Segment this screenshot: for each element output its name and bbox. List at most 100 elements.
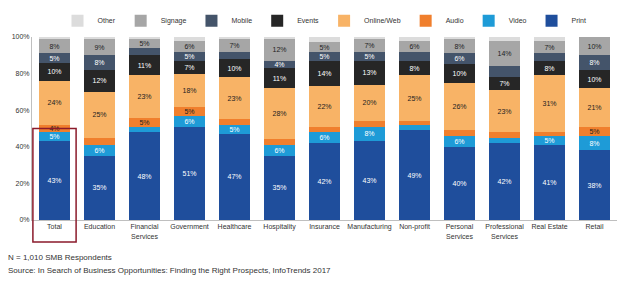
svg-text:35%: 35%: [272, 184, 286, 191]
svg-text:21%: 21%: [587, 104, 601, 111]
svg-text:6%: 6%: [454, 55, 464, 62]
svg-text:4%: 4%: [274, 61, 284, 68]
svg-text:11%: 11%: [273, 75, 287, 82]
svg-text:5%: 5%: [49, 133, 59, 140]
svg-text:Government: Government: [170, 223, 209, 230]
svg-text:23%: 23%: [497, 108, 511, 115]
svg-text:Total: Total: [47, 223, 62, 230]
svg-text:8%: 8%: [409, 65, 419, 72]
svg-text:5%: 5%: [139, 119, 149, 126]
svg-text:60%: 60%: [16, 107, 30, 114]
svg-text:Audio: Audio: [446, 17, 464, 24]
svg-text:43%: 43%: [362, 177, 376, 184]
svg-text:Education: Education: [84, 223, 115, 230]
svg-text:24%: 24%: [47, 99, 61, 106]
svg-text:11%: 11%: [138, 62, 152, 69]
svg-text:Other: Other: [98, 17, 116, 24]
svg-text:25%: 25%: [407, 95, 421, 102]
svg-text:6%: 6%: [184, 43, 194, 50]
svg-text:48%: 48%: [137, 173, 151, 180]
svg-text:18%: 18%: [182, 87, 196, 94]
svg-text:8%: 8%: [94, 59, 104, 66]
svg-text:Healthcare: Healthcare: [218, 223, 252, 230]
svg-text:ProfessionalServices: ProfessionalServices: [485, 223, 524, 239]
svg-text:51%: 51%: [182, 170, 196, 177]
svg-text:7%: 7%: [364, 42, 374, 49]
svg-text:10%: 10%: [587, 43, 601, 50]
svg-text:22%: 22%: [317, 103, 331, 110]
svg-text:8%: 8%: [364, 130, 374, 137]
svg-text:5%: 5%: [184, 108, 194, 115]
svg-text:100%: 100%: [12, 33, 30, 40]
svg-text:5%: 5%: [319, 53, 329, 60]
svg-text:80%: 80%: [16, 70, 30, 77]
svg-text:Real Estate: Real Estate: [531, 223, 567, 230]
svg-text:47%: 47%: [227, 173, 241, 180]
svg-text:7%: 7%: [229, 42, 239, 49]
svg-text:Source: In Search of Business: Source: In Search of Business Opportunit…: [8, 266, 331, 275]
svg-text:0%: 0%: [19, 216, 29, 223]
svg-text:12%: 12%: [92, 77, 106, 84]
svg-text:6%: 6%: [94, 147, 104, 154]
svg-text:40%: 40%: [16, 143, 30, 150]
svg-text:7%: 7%: [544, 44, 554, 51]
svg-text:6%: 6%: [409, 43, 419, 50]
svg-text:FinancialServices: FinancialServices: [130, 223, 158, 239]
svg-text:Retail: Retail: [586, 223, 604, 230]
svg-text:Signage: Signage: [161, 17, 187, 25]
svg-text:10%: 10%: [587, 76, 601, 83]
svg-text:8%: 8%: [454, 43, 464, 50]
svg-text:10%: 10%: [227, 65, 241, 72]
svg-text:Online/Web: Online/Web: [364, 17, 401, 24]
svg-text:43%: 43%: [47, 177, 61, 184]
svg-text:8%: 8%: [544, 65, 554, 72]
svg-text:5%: 5%: [589, 128, 599, 135]
svg-text:Insurance: Insurance: [309, 223, 340, 230]
svg-text:41%: 41%: [542, 179, 556, 186]
svg-text:8%: 8%: [589, 59, 599, 66]
svg-text:40%: 40%: [452, 180, 466, 187]
svg-text:25%: 25%: [92, 111, 106, 118]
svg-text:Mobile: Mobile: [231, 17, 252, 24]
svg-text:31%: 31%: [542, 100, 556, 107]
svg-text:7%: 7%: [184, 64, 194, 71]
svg-text:Events: Events: [297, 17, 319, 24]
svg-text:8%: 8%: [589, 140, 599, 147]
svg-text:8%: 8%: [49, 43, 59, 50]
svg-text:6%: 6%: [274, 147, 284, 154]
svg-text:35%: 35%: [92, 184, 106, 191]
svg-text:4%: 4%: [49, 125, 59, 132]
svg-text:Hospitality: Hospitality: [263, 223, 296, 231]
svg-text:23%: 23%: [227, 95, 241, 102]
svg-text:49%: 49%: [407, 172, 421, 179]
svg-text:PersonalServices: PersonalServices: [446, 223, 474, 239]
svg-text:10%: 10%: [452, 70, 466, 77]
svg-text:5%: 5%: [364, 53, 374, 60]
svg-text:42%: 42%: [317, 178, 331, 185]
svg-text:Video: Video: [509, 17, 527, 24]
svg-text:5%: 5%: [544, 137, 554, 144]
svg-text:7%: 7%: [499, 80, 509, 87]
svg-text:14%: 14%: [497, 50, 511, 57]
svg-text:9%: 9%: [94, 44, 104, 51]
svg-text:Non-profit: Non-profit: [399, 223, 430, 231]
svg-text:5%: 5%: [139, 40, 149, 47]
svg-text:20%: 20%: [362, 99, 376, 106]
svg-text:10%: 10%: [47, 68, 61, 75]
svg-text:5%: 5%: [49, 55, 59, 62]
svg-text:6%: 6%: [184, 118, 194, 125]
svg-text:12%: 12%: [272, 46, 286, 53]
svg-text:5%: 5%: [229, 126, 239, 133]
svg-text:5%: 5%: [184, 53, 194, 60]
svg-text:42%: 42%: [497, 178, 511, 185]
svg-text:N = 1,010 SMB Respondents: N = 1,010 SMB Respondents: [8, 253, 112, 262]
svg-text:Print: Print: [572, 17, 586, 24]
svg-text:5%: 5%: [319, 44, 329, 51]
svg-text:6%: 6%: [319, 134, 329, 141]
svg-text:14%: 14%: [317, 70, 331, 77]
svg-text:Manufacturing: Manufacturing: [347, 223, 391, 231]
svg-text:26%: 26%: [452, 103, 466, 110]
svg-text:20%: 20%: [16, 180, 30, 187]
svg-text:23%: 23%: [137, 93, 151, 100]
svg-text:38%: 38%: [587, 182, 601, 189]
